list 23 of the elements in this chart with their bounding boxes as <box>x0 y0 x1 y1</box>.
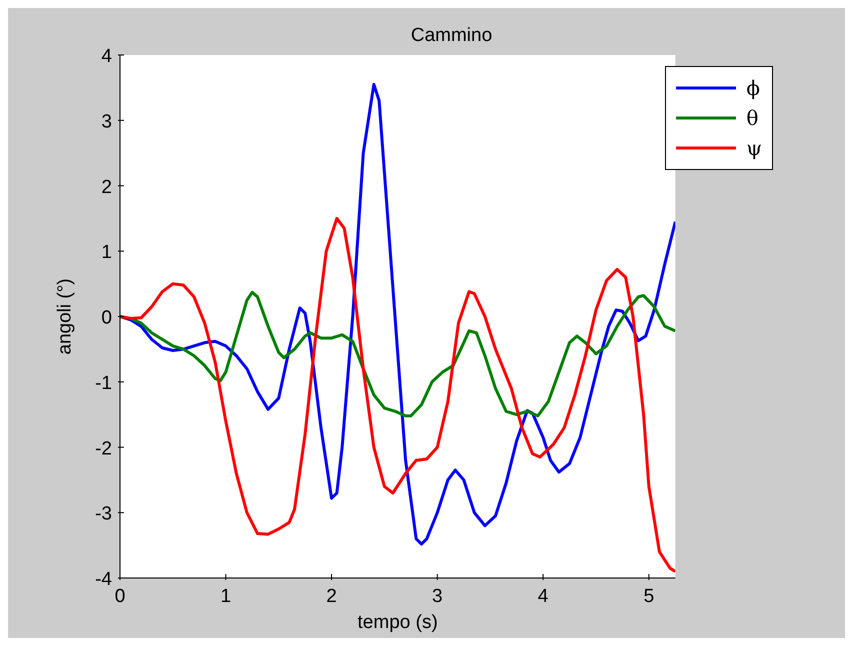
chart-title: Cammino <box>410 25 492 46</box>
legend-label: ϕ <box>746 76 760 100</box>
y-tick-label: -3 <box>95 504 112 525</box>
line-series <box>120 216 676 573</box>
x-tick-label: 1 <box>220 586 232 607</box>
legend-label: ψ <box>746 136 762 160</box>
legend-label: θ <box>746 106 758 130</box>
y-tick-label: 4 <box>101 46 112 67</box>
x-tick-label: 4 <box>538 586 549 607</box>
y-tick-label: -4 <box>95 569 112 590</box>
y-tick-label: -2 <box>95 438 112 460</box>
x-tick-label: 2 <box>326 586 337 607</box>
y-tick-label: 2 <box>101 176 112 198</box>
x-tick-label: 3 <box>432 586 443 607</box>
y-axis-title: angoli (°) <box>54 278 76 355</box>
y-tick-label: 0 <box>101 308 112 328</box>
y-tick-label: 3 <box>101 111 112 132</box>
line-series <box>120 82 676 546</box>
y-tick-label: -1 <box>95 372 112 394</box>
x-tick-label: 5 <box>644 586 654 607</box>
x-axis-title: tempo (s) <box>358 612 438 633</box>
x-tick-label: 0 <box>114 586 126 607</box>
y-tick-label: 1 <box>101 242 112 264</box>
